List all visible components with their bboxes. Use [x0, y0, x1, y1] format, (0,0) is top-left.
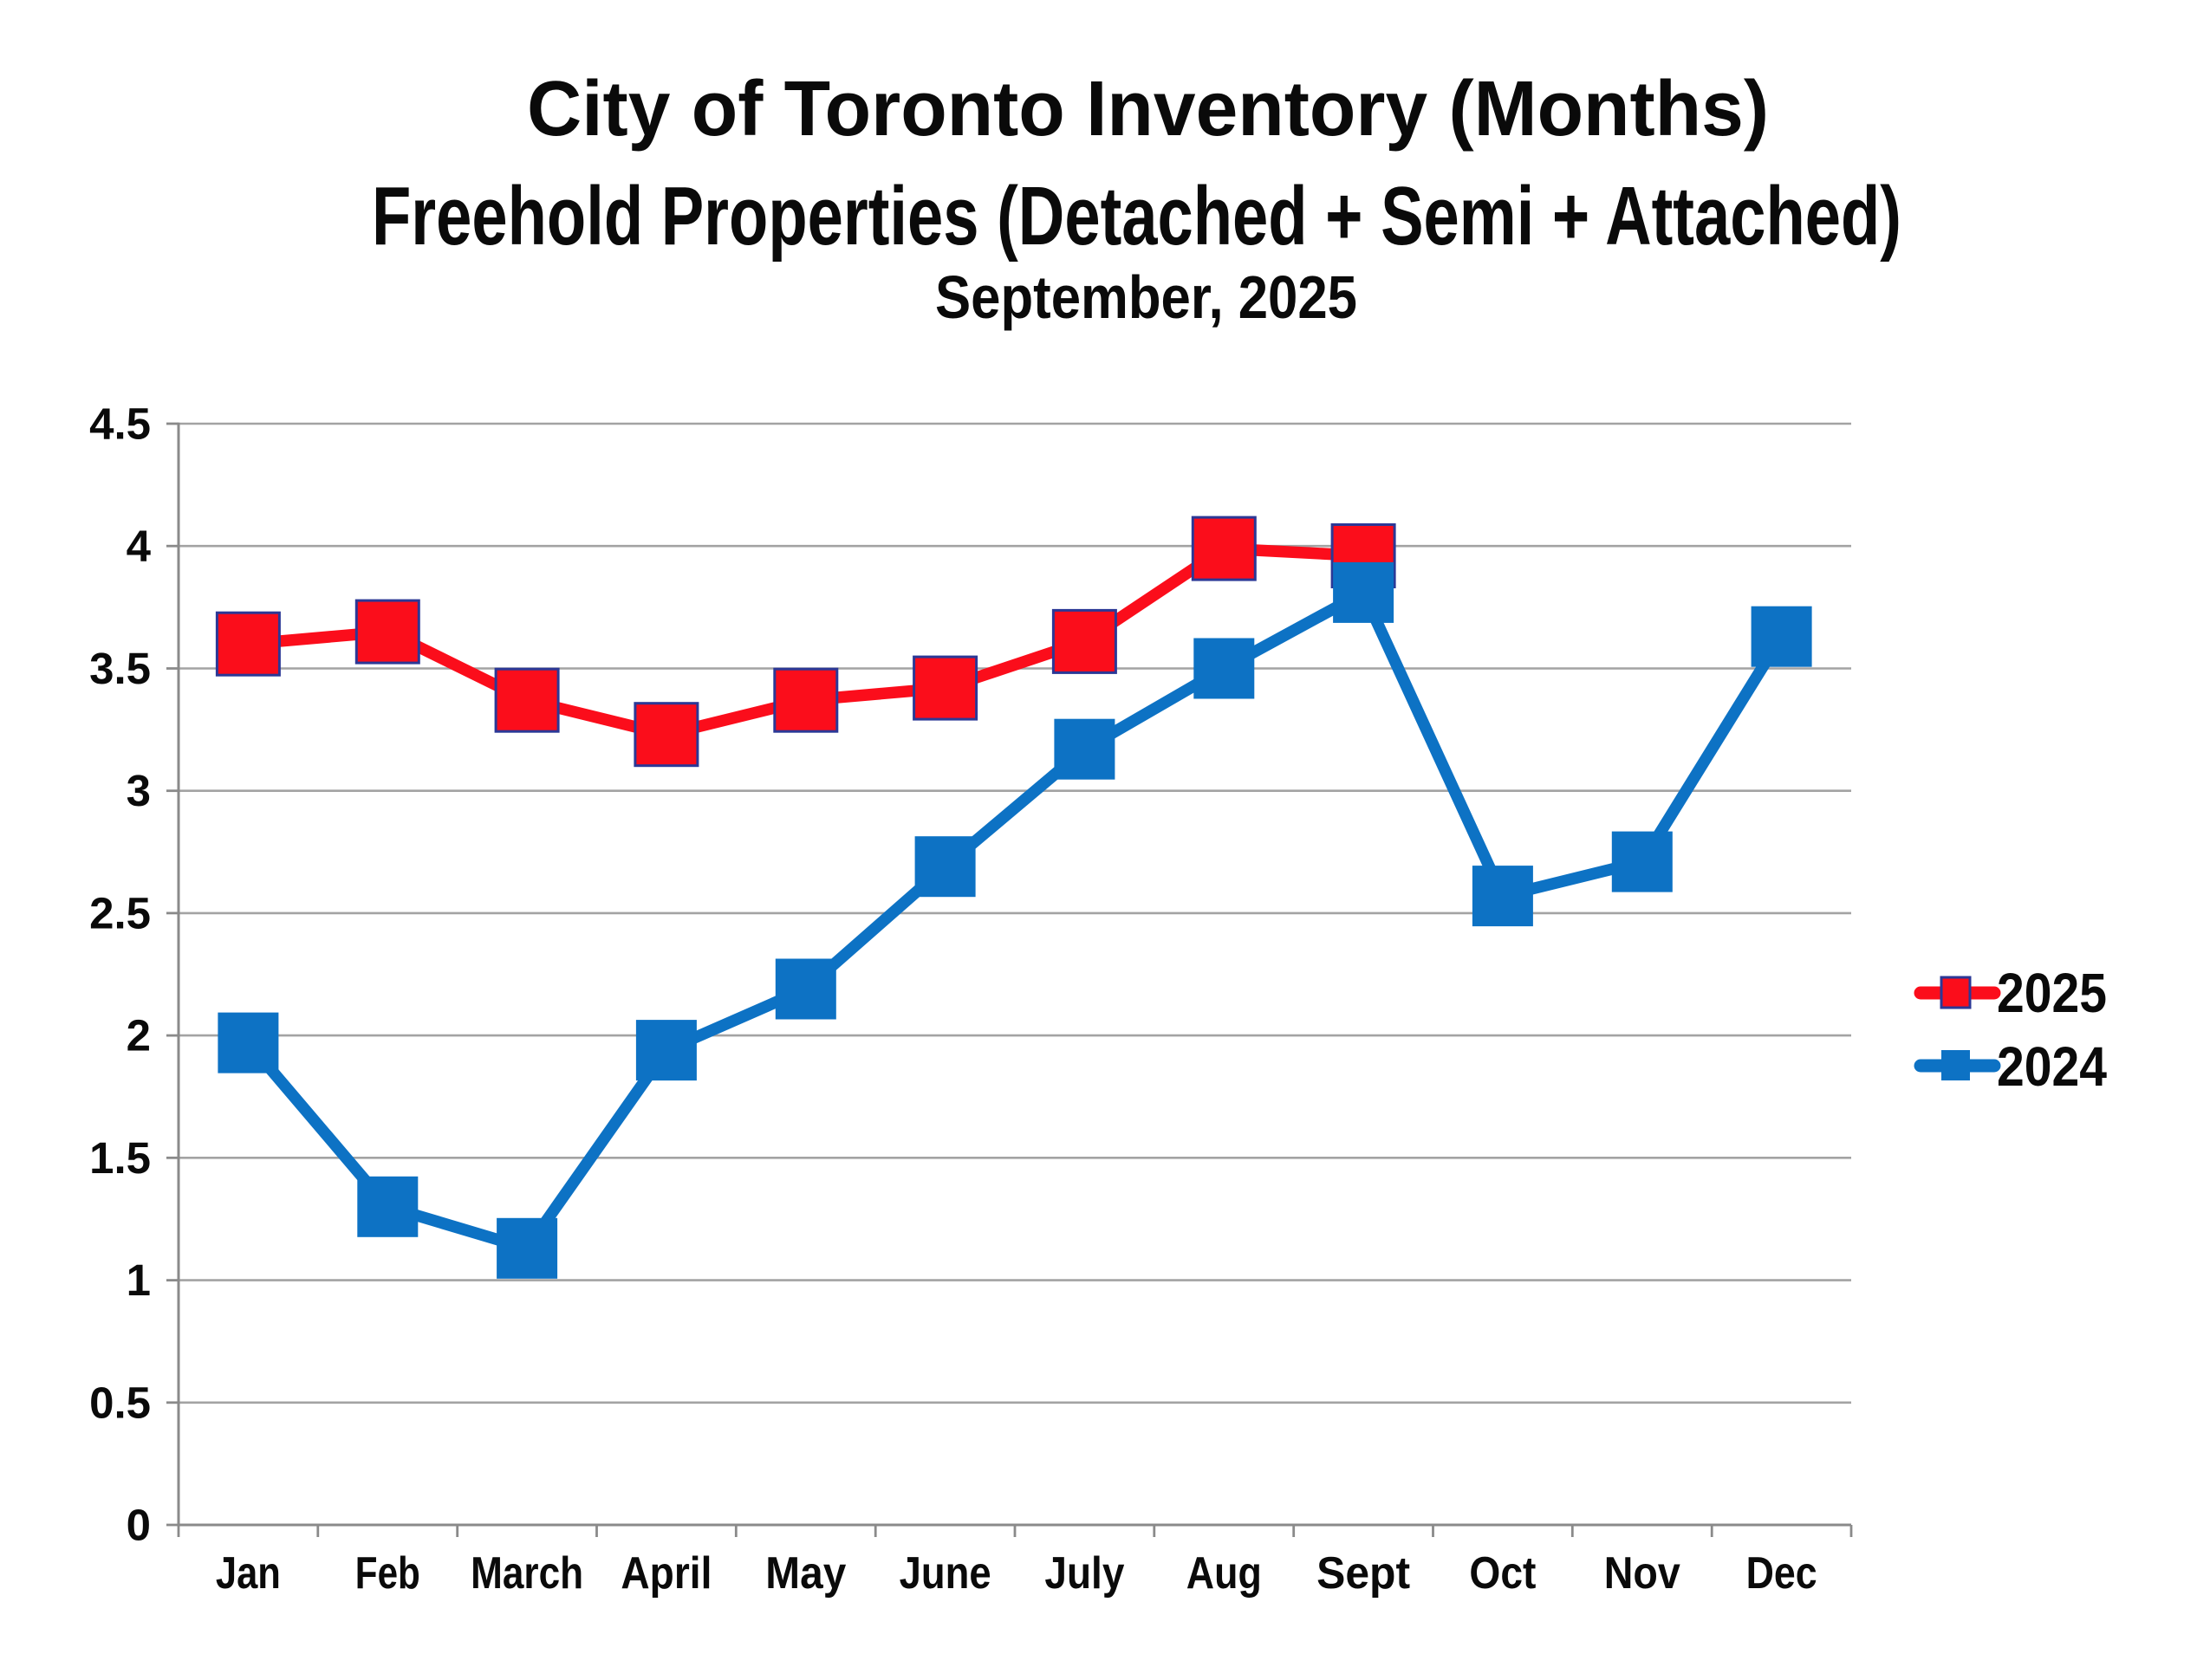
svg-text:Jan: Jan: [216, 1548, 281, 1599]
svg-text:2025: 2025: [1997, 962, 2107, 1024]
svg-text:July: July: [1044, 1548, 1124, 1599]
svg-text:Sept: Sept: [1316, 1548, 1410, 1599]
svg-text:Oct: Oct: [1469, 1548, 1536, 1599]
svg-text:2.5: 2.5: [89, 888, 151, 937]
svg-text:September, 2025: September, 2025: [935, 263, 1357, 331]
svg-text:Dec: Dec: [1746, 1548, 1817, 1599]
svg-text:0: 0: [127, 1501, 151, 1550]
svg-text:3: 3: [127, 766, 151, 815]
svg-text:4.5: 4.5: [89, 399, 151, 449]
svg-text:1: 1: [127, 1255, 151, 1305]
svg-text:4: 4: [127, 522, 152, 571]
svg-text:April: April: [621, 1548, 712, 1599]
svg-text:City of Toronto Inventory (Mon: City of Toronto Inventory (Months): [527, 66, 1769, 152]
svg-text:June: June: [900, 1548, 991, 1599]
svg-text:2: 2: [127, 1011, 151, 1061]
svg-text:1.5: 1.5: [89, 1133, 151, 1183]
svg-text:2024: 2024: [1997, 1035, 2107, 1098]
svg-text:Nov: Nov: [1604, 1548, 1680, 1599]
svg-text:Freehold Properties (Detached: Freehold Properties (Detached + Semi + A…: [372, 170, 1901, 263]
svg-text:Aug: Aug: [1186, 1548, 1262, 1599]
svg-text:March: March: [471, 1548, 583, 1599]
svg-text:May: May: [765, 1548, 846, 1599]
svg-text:Feb: Feb: [355, 1548, 420, 1599]
svg-text:3.5: 3.5: [89, 644, 151, 693]
svg-text:0.5: 0.5: [89, 1378, 151, 1427]
